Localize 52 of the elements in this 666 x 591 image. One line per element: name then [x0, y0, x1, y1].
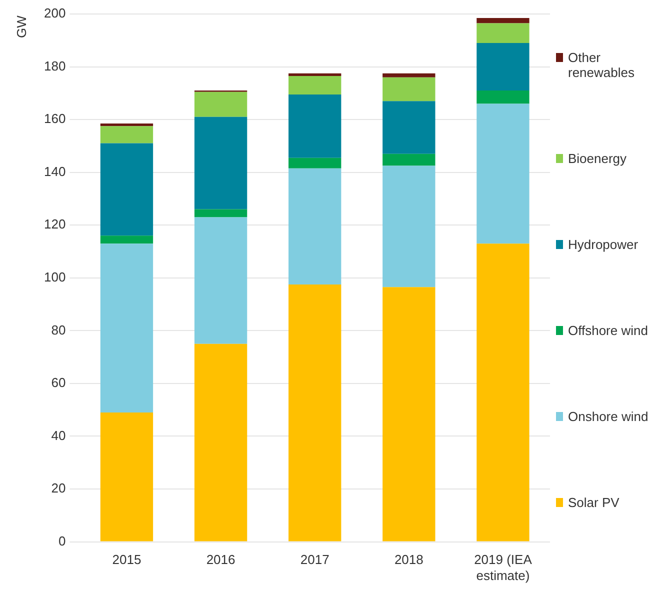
bar — [100, 126, 154, 144]
bar — [382, 73, 436, 78]
y-tick-label: 200 — [44, 6, 66, 21]
bar — [288, 158, 342, 168]
y-tick-label: 140 — [44, 164, 66, 179]
bar — [476, 18, 530, 24]
legend-label: Hydropower — [568, 237, 638, 252]
bar — [288, 284, 342, 542]
x-tick-label: 2019 (IEA estimate) — [474, 552, 532, 583]
bar — [382, 166, 436, 288]
bar — [100, 124, 154, 126]
y-tick-label: 0 — [58, 533, 66, 548]
bar — [476, 43, 530, 91]
y-axis-title: GW — [14, 16, 29, 38]
legend-label: Bioenergy — [568, 151, 627, 166]
legend-label: Onshore wind — [568, 409, 648, 424]
x-tick-label: 2017 — [300, 552, 330, 568]
bar — [100, 412, 154, 542]
bar — [288, 76, 342, 94]
legend-label: Offshore wind — [568, 323, 648, 338]
y-tick-label: 20 — [51, 480, 66, 496]
bar — [288, 94, 342, 158]
y-tick-label: 100 — [44, 269, 66, 284]
bar — [476, 244, 530, 542]
y-tick-label: 160 — [44, 111, 66, 126]
legend-label: Other renewables — [568, 50, 636, 80]
bar — [382, 101, 436, 154]
x-tick-label: 2015 — [112, 552, 142, 568]
bar — [100, 236, 154, 244]
bar — [382, 77, 436, 102]
bar — [100, 244, 154, 412]
bar — [194, 209, 248, 218]
bar — [476, 23, 530, 44]
bar — [194, 344, 248, 542]
x-tick-label: 2018 — [394, 552, 424, 568]
x-tick-label: 2016 — [206, 552, 236, 568]
bar — [476, 90, 530, 104]
y-tick-label: 120 — [44, 216, 66, 232]
y-tick-label: 80 — [51, 322, 66, 338]
y-tick-label: 40 — [51, 428, 66, 443]
y-tick-label: 180 — [44, 58, 66, 74]
bar — [382, 287, 436, 542]
bar — [288, 73, 342, 76]
bar — [194, 116, 248, 210]
bar — [476, 104, 530, 244]
bar — [100, 143, 154, 236]
y-tick-label: 60 — [51, 375, 66, 390]
bar — [288, 168, 342, 284]
bar — [194, 217, 248, 344]
legend-label: Solar PV — [568, 495, 620, 510]
bar — [194, 92, 248, 117]
bar — [382, 154, 436, 166]
